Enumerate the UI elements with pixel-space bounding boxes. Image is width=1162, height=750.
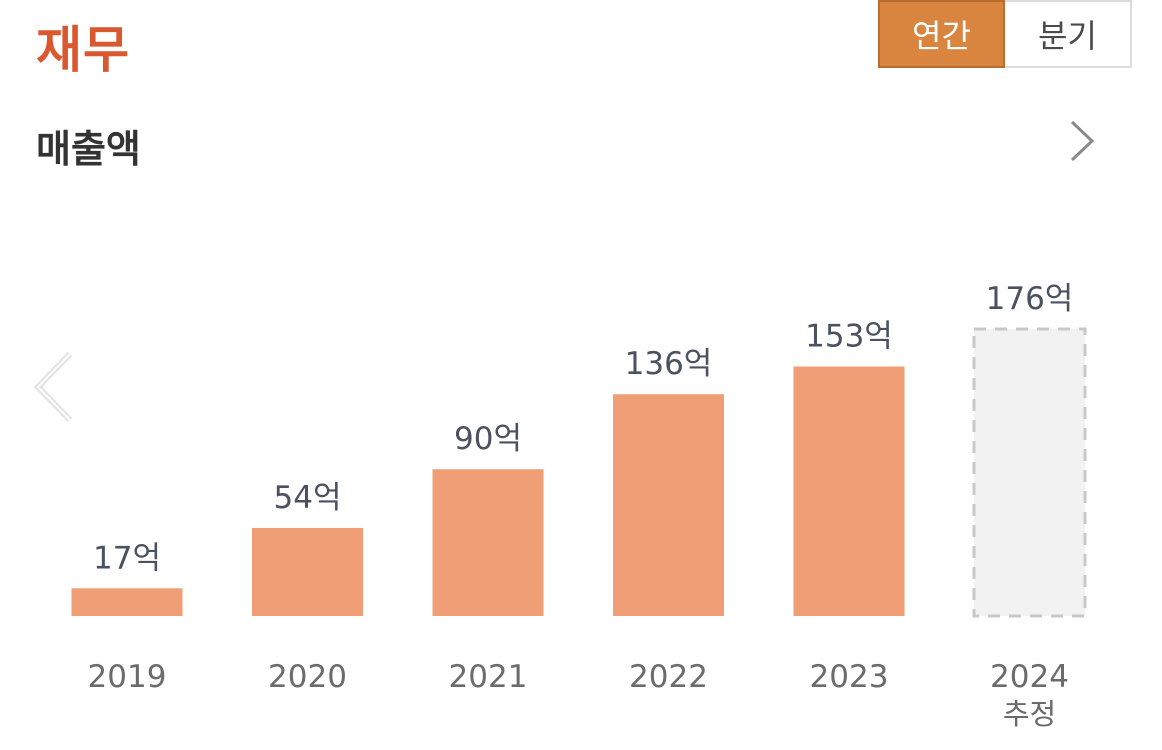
tab-annual[interactable]: 연간 (878, 0, 1005, 68)
value-label-2023: 153억 (805, 319, 893, 355)
value-label-2024: 176억 (986, 281, 1074, 317)
bar-2021 (432, 469, 544, 616)
bar-2023 (793, 366, 905, 616)
section-title: 매출액 (36, 127, 141, 171)
page-title: 재무 (36, 21, 130, 79)
value-label-2021: 90억 (454, 421, 522, 457)
x-tick-2021: 2021 (449, 659, 528, 695)
x-tick-2023: 2023 (810, 659, 889, 695)
chevron-left-icon[interactable] (28, 346, 80, 428)
value-label-2020: 54억 (274, 480, 342, 516)
x-tick-2022: 2022 (629, 659, 708, 695)
bar-2024 (972, 327, 1087, 618)
bar-2019 (71, 588, 183, 616)
bar-2022 (613, 394, 724, 616)
x-tick-2019: 2019 (88, 659, 167, 695)
value-label-2019: 17억 (93, 540, 161, 576)
value-label-2022: 136억 (625, 346, 713, 382)
estimate-label-2024: 추정 (1003, 697, 1056, 731)
x-tick-2020: 2020 (268, 659, 347, 695)
tab-quarterly[interactable]: 분기 (1005, 0, 1132, 68)
bar-2020 (252, 527, 363, 616)
x-tick-2024: 2024 (990, 659, 1069, 695)
chevron-right-icon[interactable] (1064, 116, 1098, 166)
